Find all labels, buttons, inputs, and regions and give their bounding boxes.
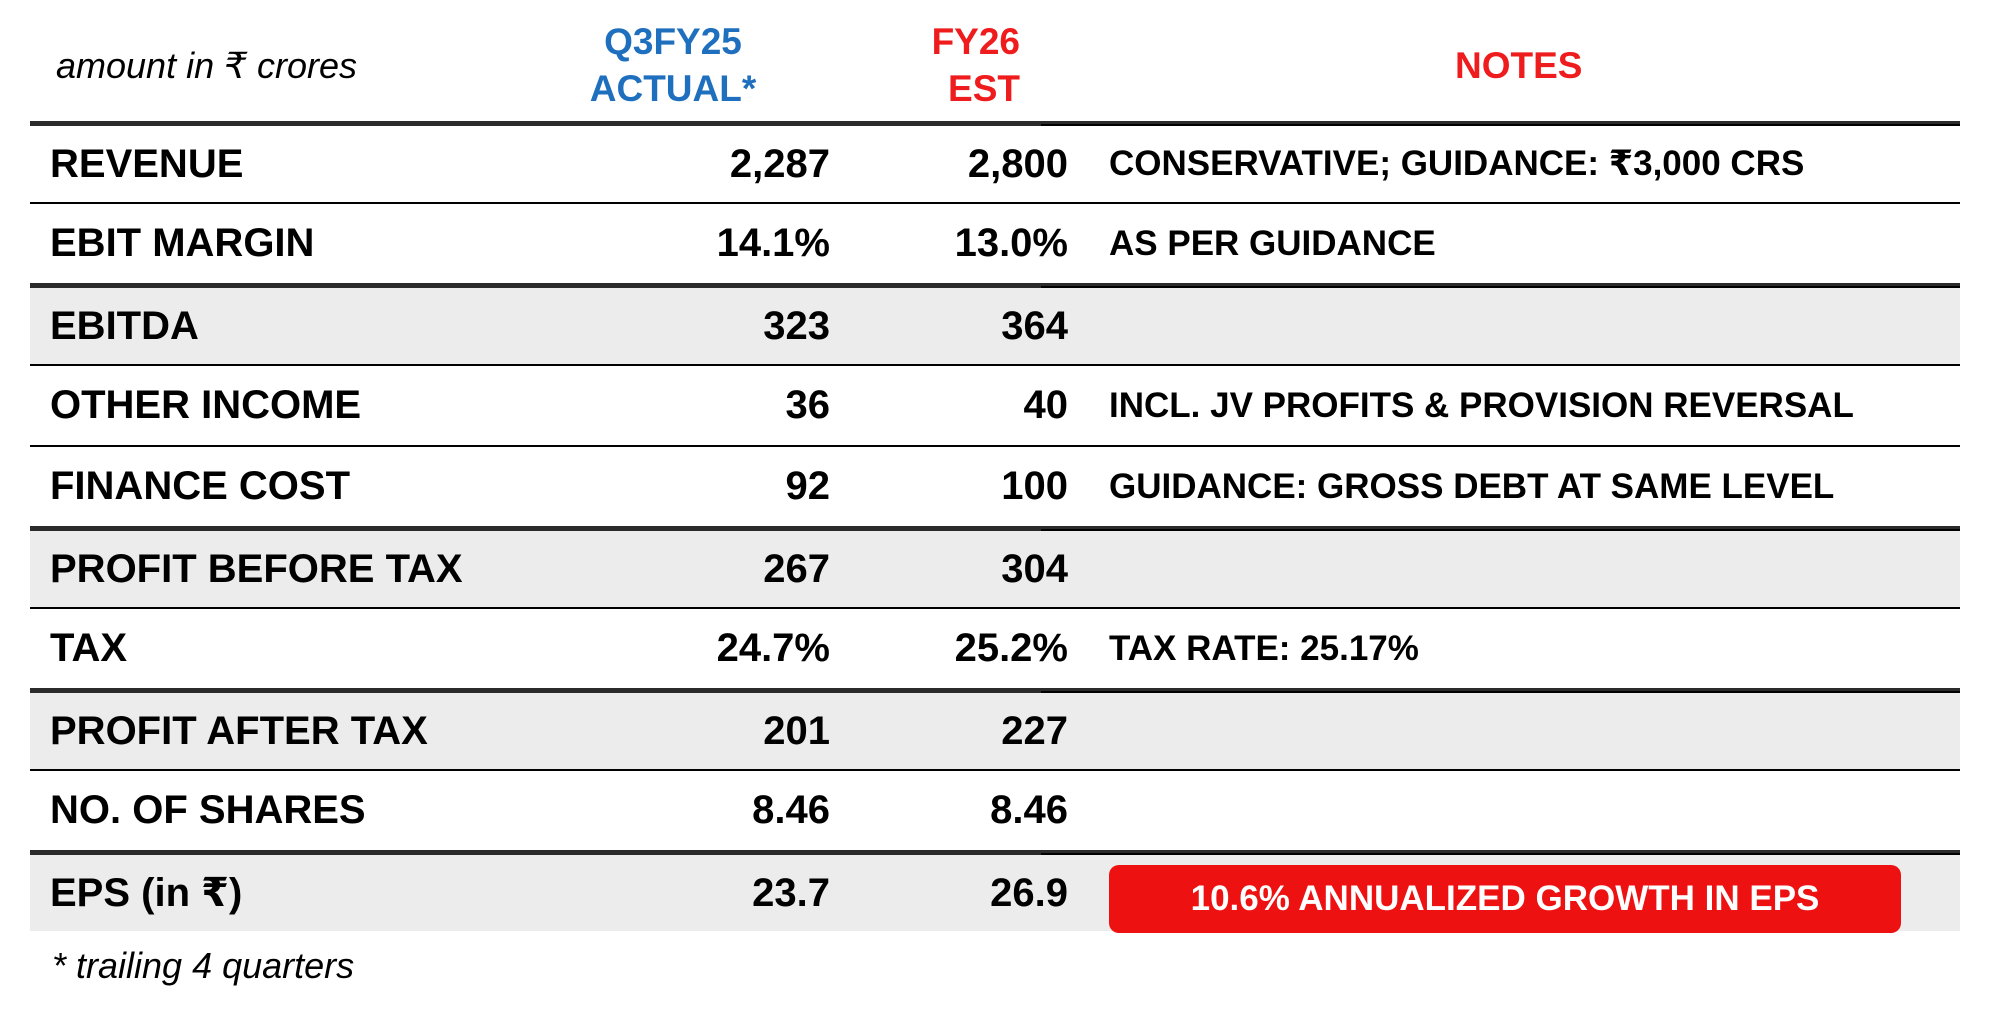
row-label: PROFIT AFTER TAX	[50, 708, 428, 753]
table-row-other-income: OTHER INCOME 36 40 INCL. JV PROFITS & PR…	[30, 364, 1960, 445]
row-value-fy: 25.2%	[954, 626, 1068, 670]
row-value-q3: 23.7	[752, 870, 830, 915]
row-value-fy: 100	[1001, 464, 1068, 508]
table-row-profit-before-tax: PROFIT BEFORE TAX 267 304	[30, 526, 1960, 607]
footnote: * trailing 4 quarters	[52, 945, 355, 986]
row-value-q3: 267	[763, 546, 830, 591]
row-value-q3: 92	[785, 464, 831, 508]
units-label: amount in ₹ crores	[56, 45, 358, 86]
table-row-ebit-margin: EBIT MARGIN 14.1% 13.0% AS PER GUIDANCE	[30, 202, 1960, 283]
table-row-no-of-shares: NO. OF SHARES 8.46 8.46	[30, 769, 1960, 850]
eps-growth-badge: 10.6% ANNUALIZED GROWTH IN EPS	[1109, 865, 1901, 933]
column-header-notes: NOTES	[1455, 45, 1583, 86]
row-value-fy: 40	[1023, 383, 1069, 427]
row-label: TAX	[50, 626, 128, 670]
row-label: NO. OF SHARES	[50, 788, 366, 832]
column-header-q3-line1: Q3FY25	[604, 21, 742, 62]
row-value-q3: 323	[763, 303, 830, 348]
row-label: EPS (in ₹)	[50, 871, 243, 915]
column-header-fy-line2: EST	[948, 68, 1020, 109]
row-value-fy: 13.0%	[954, 221, 1068, 265]
column-header-q3-line2: ACTUAL*	[589, 68, 757, 109]
row-value-fy: 227	[1001, 708, 1068, 753]
row-label: REVENUE	[50, 141, 244, 186]
row-value-q3: 24.7%	[716, 626, 830, 670]
row-note: TAX RATE: 25.17%	[1109, 628, 1419, 668]
table-row-tax: TAX 24.7% 25.2% TAX RATE: 25.17%	[30, 607, 1960, 688]
financials-table: REVENUE 2,287 2,800 CONSERVATIVE; GUIDAN…	[30, 121, 1960, 933]
row-note: GUIDANCE: GROSS DEBT AT SAME LEVEL	[1109, 466, 1835, 506]
row-note: INCL. JV PROFITS & PROVISION REVERSAL	[1109, 385, 1854, 425]
row-value-q3: 2,287	[729, 141, 830, 186]
row-value-fy: 26.9	[990, 870, 1068, 915]
row-value-q3: 8.46	[752, 788, 830, 832]
row-label: PROFIT BEFORE TAX	[50, 546, 463, 591]
row-label: FINANCE COST	[50, 464, 350, 508]
row-value-fy: 364	[1001, 303, 1068, 348]
row-value-q3: 36	[785, 383, 831, 427]
row-value-fy: 304	[1001, 546, 1068, 591]
row-label: EBITDA	[50, 303, 199, 348]
table-row-eps: EPS (in ₹) 23.7 26.9 10.6% ANNUALIZED GR…	[30, 850, 1960, 933]
table-row-revenue: REVENUE 2,287 2,800 CONSERVATIVE; GUIDAN…	[30, 121, 1960, 202]
row-value-fy: 8.46	[990, 788, 1068, 832]
row-note: CONSERVATIVE; GUIDANCE: ₹3,000 CRS	[1109, 144, 1805, 183]
row-label: EBIT MARGIN	[50, 221, 315, 265]
row-value-q3: 201	[763, 708, 830, 753]
row-value-q3: 14.1%	[716, 221, 830, 265]
row-value-fy: 2,800	[967, 141, 1068, 186]
column-header-q3fy25-actual: Q3FY25 ACTUAL*	[560, 18, 786, 112]
table-row-finance-cost: FINANCE COST 92 100 GUIDANCE: GROSS DEBT…	[30, 445, 1960, 526]
table-row-ebitda: EBITDA 323 364	[30, 283, 1960, 364]
table-row-profit-after-tax: PROFIT AFTER TAX 201 227	[30, 688, 1960, 769]
row-label: OTHER INCOME	[50, 383, 362, 427]
column-header-fy-line1: FY26	[931, 21, 1020, 62]
column-header-fy26-est: FY26 EST	[880, 18, 1020, 112]
row-note: AS PER GUIDANCE	[1109, 223, 1436, 263]
